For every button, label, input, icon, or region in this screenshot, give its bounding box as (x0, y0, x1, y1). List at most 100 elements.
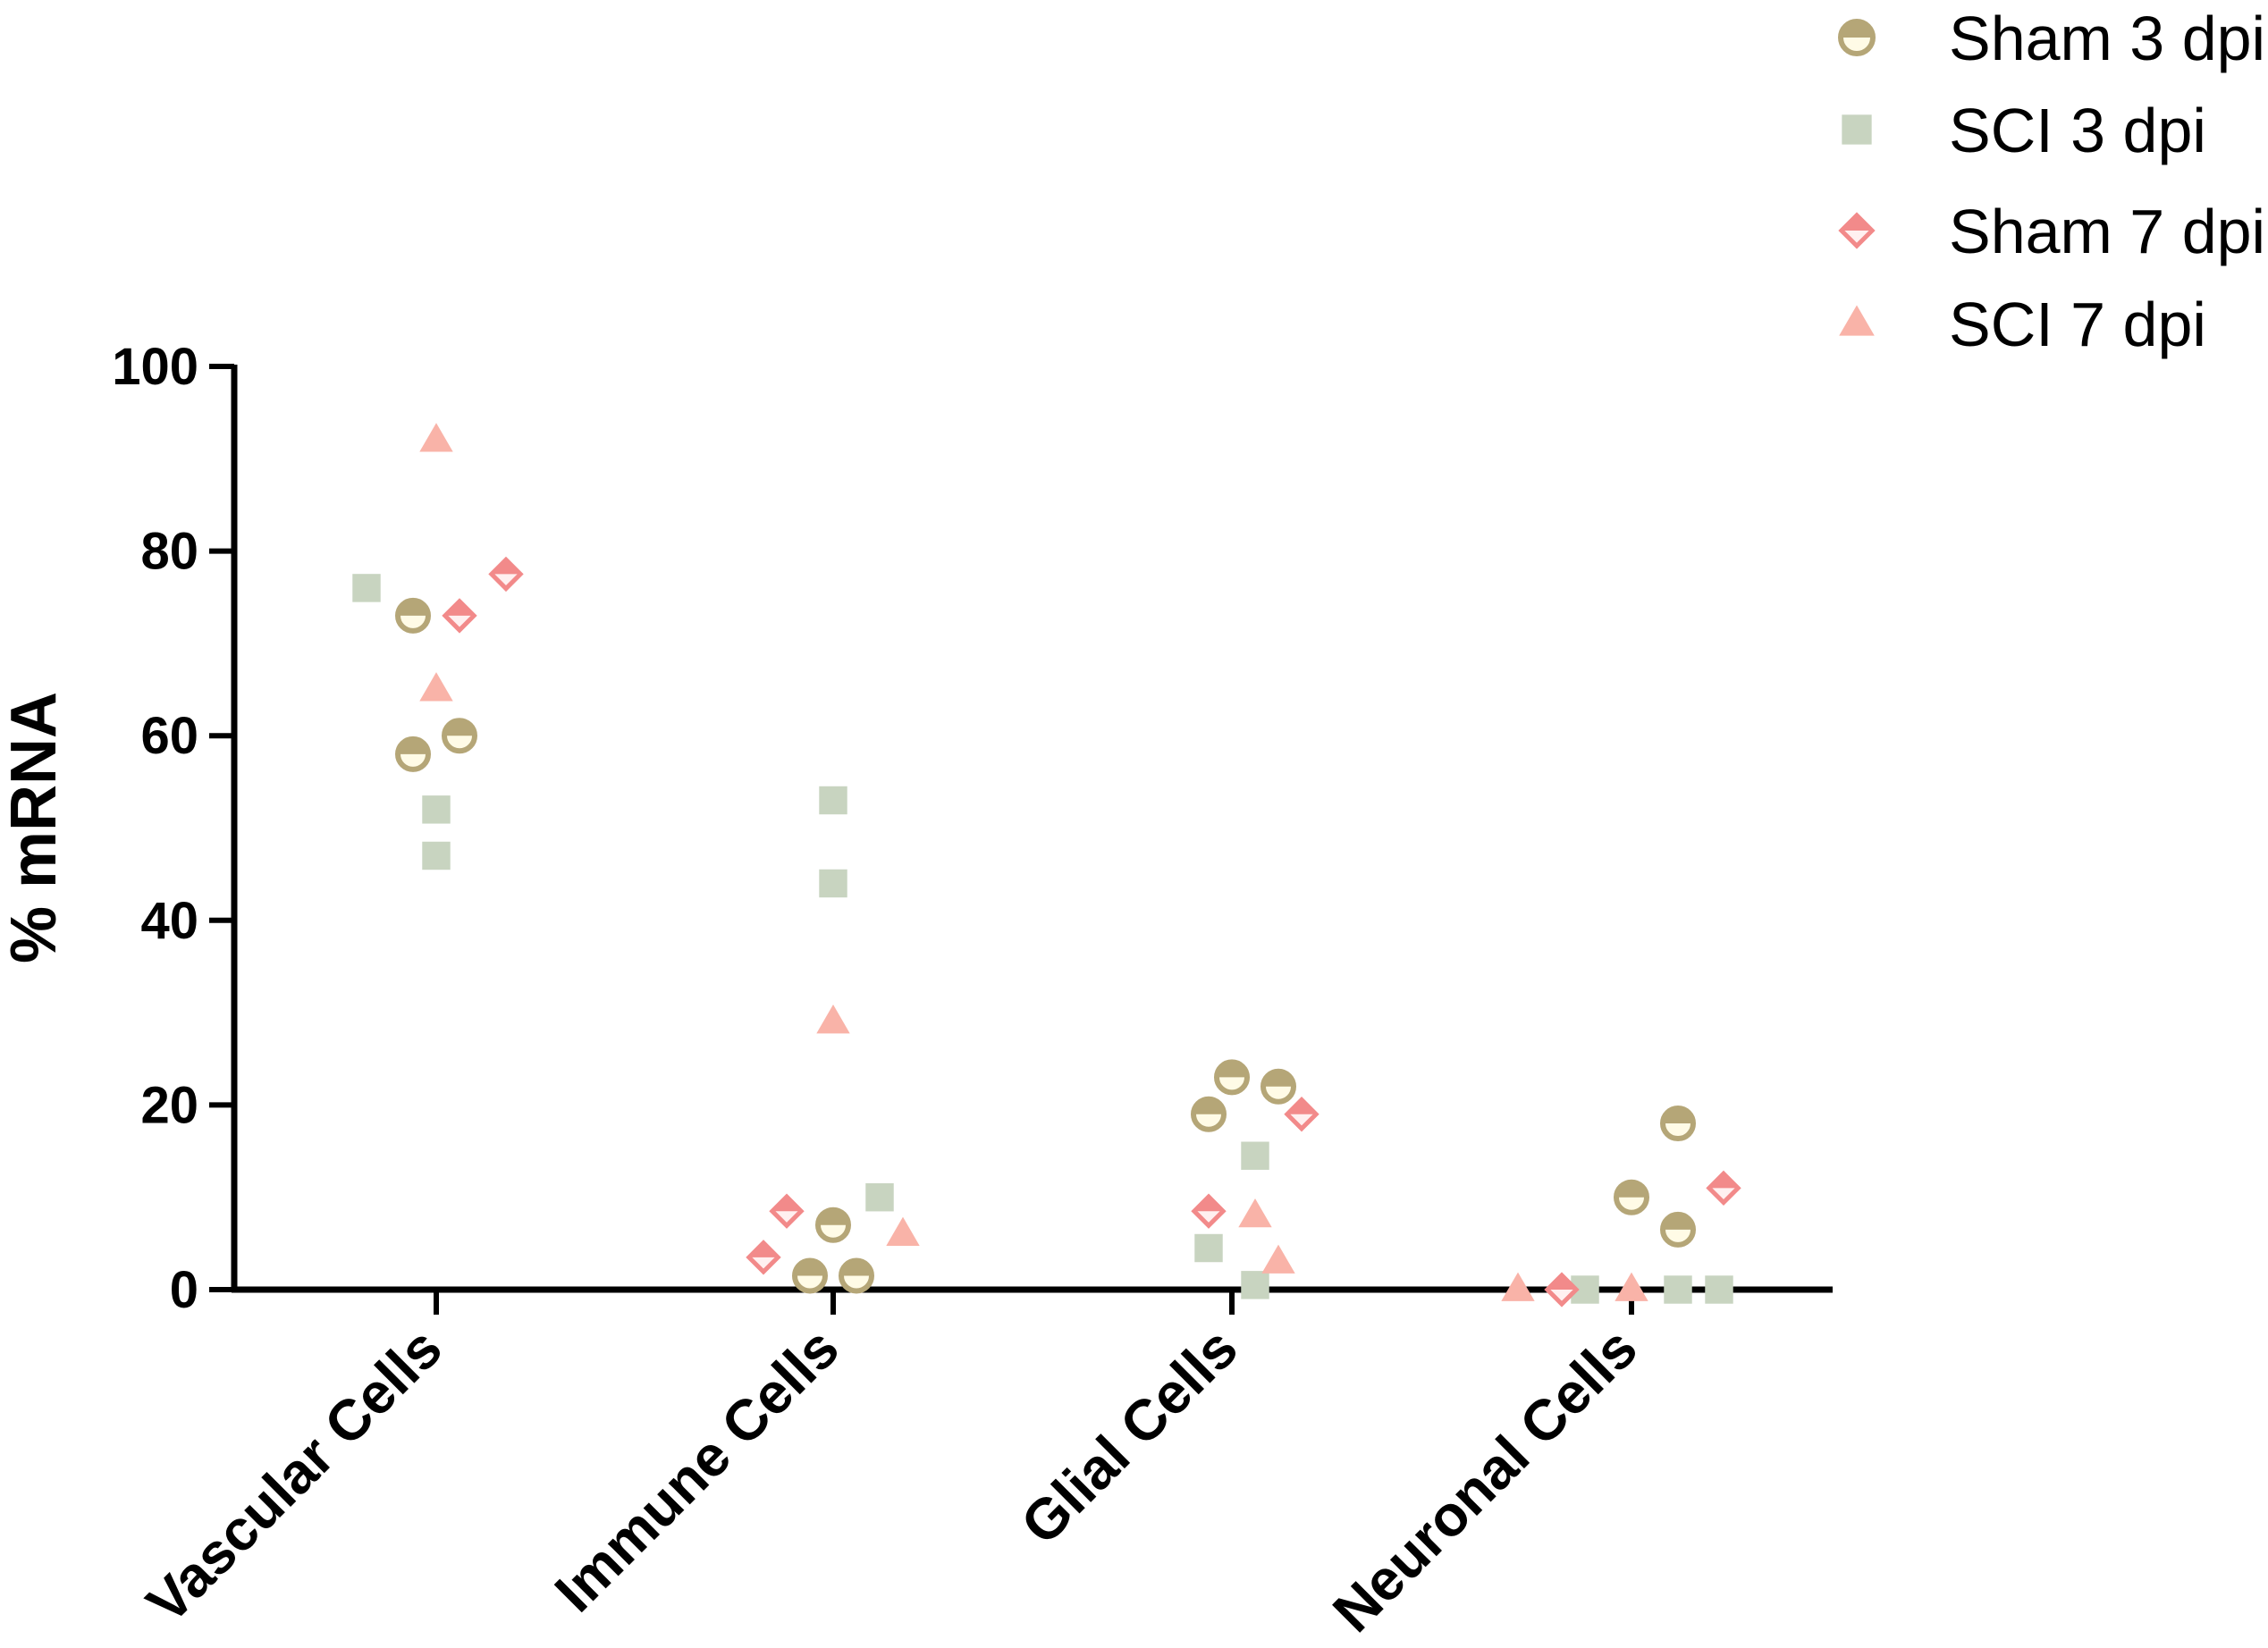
legend-marker-sci-3-dpi (1842, 114, 1872, 145)
marker-fill (795, 1260, 825, 1276)
legend-marker-sham-3-dpi (1838, 19, 1876, 56)
point-sci-3-dpi (352, 574, 381, 602)
legend-marker-sci-7-dpi (1839, 305, 1875, 336)
marker-square (1842, 114, 1872, 145)
axes: 0 20 40 60 80 100 % mRNA Vascular Cells Immune C… (0, 338, 1833, 1644)
legend: Sham 3 dpi SCI 3 dpi Sham 7 dpi SCI 7 dpi (1838, 4, 2265, 359)
point-sham-3-dpi (395, 597, 431, 634)
marker-square (865, 1182, 894, 1212)
marker-triangle (1238, 1198, 1272, 1228)
point-sham-3-dpi (1660, 1106, 1696, 1142)
marker-fill (771, 1197, 802, 1212)
marker-fill (444, 720, 475, 736)
point-sci-7-dpi (1615, 1272, 1648, 1301)
point-sham-7-dpi (442, 598, 477, 634)
marker-fill (491, 559, 521, 575)
point-sci-3-dpi (1241, 1141, 1269, 1170)
point-sci-7-dpi (419, 672, 453, 702)
point-sham-3-dpi (395, 736, 431, 772)
marker-fill (1663, 1214, 1693, 1230)
x-category-label: Vascular Cells (134, 1316, 454, 1635)
marker-fill (1547, 1274, 1577, 1290)
marker-triangle (419, 423, 453, 452)
y-tick-label: 40 (140, 892, 198, 950)
marker-square (1241, 1141, 1269, 1170)
marker-fill (1193, 1098, 1224, 1114)
marker-triangle (1839, 305, 1875, 336)
marker-fill (398, 600, 428, 616)
point-sci-3-dpi (819, 869, 847, 898)
marker-square (1705, 1275, 1733, 1304)
marker-square (352, 574, 381, 602)
point-sci-3-dpi (422, 841, 451, 870)
marker-square (422, 841, 451, 870)
marker-fill (398, 738, 428, 754)
y-tick-label: 80 (140, 523, 198, 581)
legend-label: SCI 7 dpi (1949, 290, 2206, 359)
point-sham-3-dpi (792, 1257, 828, 1294)
marker-fill (1841, 214, 1873, 231)
point-sci-3-dpi (1241, 1271, 1269, 1299)
y-tick-label: 100 (112, 338, 198, 396)
data-points (352, 423, 1741, 1307)
point-sci-7-dpi (1261, 1244, 1295, 1274)
point-sci-3-dpi (1194, 1233, 1223, 1263)
point-sci-3-dpi (819, 786, 847, 815)
point-sham-3-dpi (839, 1257, 874, 1294)
point-sham-7-dpi (1706, 1170, 1741, 1207)
marker-triangle (1261, 1244, 1295, 1274)
point-sham-3-dpi (1191, 1096, 1227, 1132)
point-sci-7-dpi (1238, 1198, 1272, 1228)
marker-fill (444, 601, 475, 616)
marker-fill (1616, 1181, 1647, 1198)
marker-square (819, 869, 847, 898)
point-sci-7-dpi (1501, 1272, 1535, 1301)
legend-label: SCI 3 dpi (1949, 96, 2206, 165)
marker-fill (1663, 1108, 1693, 1124)
marker-square (422, 795, 451, 824)
marker-fill (1217, 1062, 1247, 1078)
marker-square (819, 786, 847, 815)
point-sham-3-dpi (1214, 1059, 1250, 1096)
marker-triangle (816, 1005, 850, 1034)
marker-triangle (1615, 1272, 1648, 1301)
point-sham-7-dpi (1544, 1272, 1580, 1307)
point-sham-7-dpi (1191, 1193, 1227, 1229)
point-sham-3-dpi (442, 718, 477, 754)
marker-triangle (1501, 1272, 1535, 1301)
y-tick-label: 20 (140, 1076, 198, 1134)
marker-fill (841, 1260, 872, 1276)
point-sham-3-dpi (815, 1207, 851, 1243)
point-sci-7-dpi (816, 1005, 850, 1034)
point-sci-3-dpi (1664, 1275, 1692, 1304)
marker-triangle (419, 672, 453, 702)
marker-fill (1708, 1173, 1739, 1189)
marker-square (1194, 1233, 1223, 1263)
point-sci-3-dpi (865, 1182, 894, 1212)
legend-marker-sham-7-dpi (1838, 212, 1876, 249)
point-sham-3-dpi (1260, 1068, 1296, 1105)
marker-fill (1263, 1071, 1294, 1087)
point-sham-3-dpi (1614, 1179, 1649, 1215)
marker-fill (1193, 1197, 1224, 1212)
marker-triangle (886, 1216, 920, 1246)
y-axis-title: % mRNA (0, 692, 70, 963)
x-category-label: Glial Cells (1008, 1316, 1250, 1557)
marker-fill (748, 1242, 779, 1257)
marker-fill (818, 1209, 848, 1225)
legend-label: Sham 7 dpi (1949, 197, 2265, 266)
point-sci-7-dpi (419, 423, 453, 452)
point-sci-3-dpi (422, 795, 451, 824)
marker-square (1664, 1275, 1692, 1304)
y-tick-label: 60 (140, 707, 198, 765)
marker-square (1241, 1271, 1269, 1299)
point-sham-7-dpi (1284, 1097, 1319, 1132)
point-sham-7-dpi (488, 556, 524, 593)
x-category-label: Immune Cells (543, 1316, 851, 1624)
marker-fill (1286, 1099, 1317, 1114)
point-sham-3-dpi (1660, 1211, 1696, 1248)
point-sham-7-dpi (746, 1240, 781, 1275)
marker-fill (1841, 21, 1873, 38)
x-category-label: Neuronal Cells (1320, 1316, 1649, 1644)
